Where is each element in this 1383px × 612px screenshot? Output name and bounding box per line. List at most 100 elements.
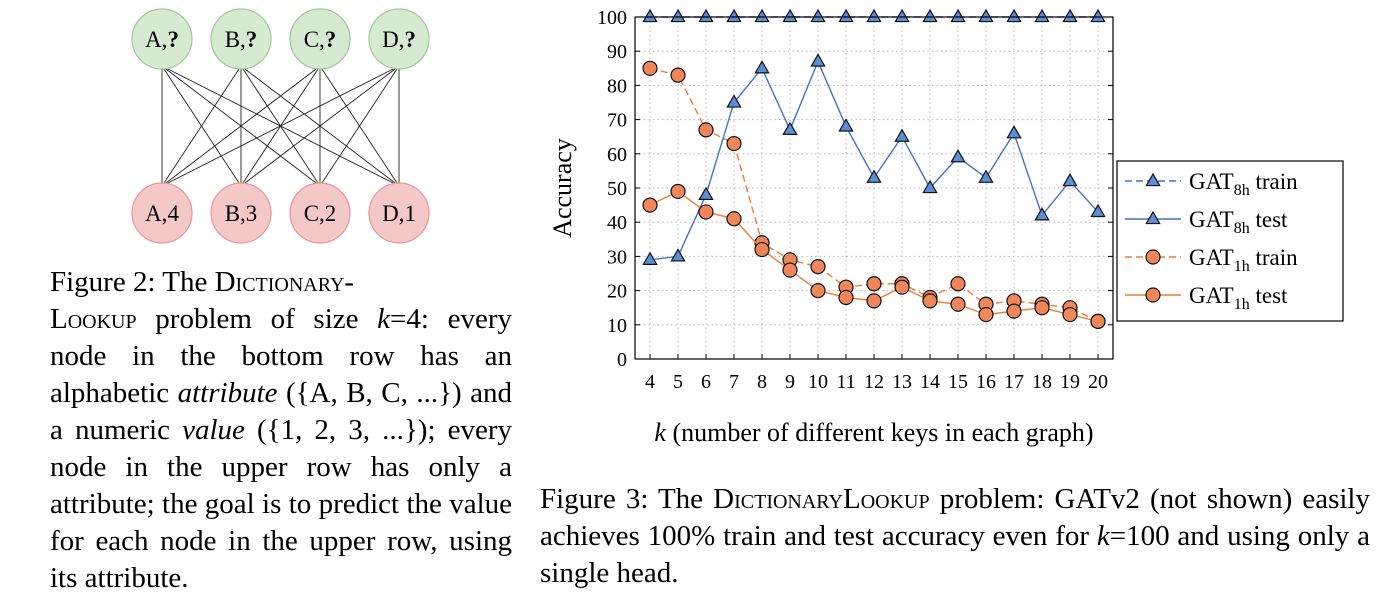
data-point bbox=[950, 8, 966, 23]
data-point bbox=[810, 8, 826, 23]
chart-legend: GAT8h train GAT8h test GAT1h train GAT1h te… bbox=[1116, 160, 1344, 322]
data-point bbox=[894, 279, 910, 295]
top-node-label: D,? bbox=[382, 27, 416, 52]
x-tick-label: 20 bbox=[1088, 371, 1108, 393]
data-point bbox=[698, 122, 714, 138]
x-tick-label: 7 bbox=[729, 371, 739, 393]
y-tick-label: 100 bbox=[597, 7, 627, 29]
bottom-node: A,4 bbox=[131, 182, 193, 244]
caption-text: ({A, B, C, ...}) and a numeric bbox=[50, 377, 512, 446]
data-point bbox=[838, 289, 854, 306]
series-gat8h-train bbox=[642, 8, 1106, 23]
bottom-node-label: C,2 bbox=[304, 201, 337, 226]
data-point bbox=[726, 135, 742, 152]
data-point bbox=[1062, 172, 1078, 187]
x-tick-label: 13 bbox=[892, 371, 912, 393]
y-tick-label: 0 bbox=[617, 349, 627, 371]
data-point bbox=[1090, 8, 1106, 23]
legend-marker bbox=[1145, 287, 1161, 303]
caption-lead: Figure 2: The bbox=[50, 266, 208, 298]
top-node-label: C,? bbox=[304, 27, 337, 52]
data-point bbox=[810, 259, 826, 275]
data-point bbox=[754, 8, 770, 23]
graph-edges bbox=[161, 65, 400, 187]
legend-marker bbox=[1145, 249, 1161, 265]
data-point bbox=[1090, 313, 1106, 329]
accuracy-chart: 0 10 20 30 40 50 60 70 80 90 100 4 5 6 7 8 9 10 11 12 13 14 1… bbox=[548, 7, 1344, 447]
y-tick-label: 20 bbox=[607, 281, 627, 303]
data-point bbox=[1062, 8, 1078, 23]
data-point bbox=[978, 169, 994, 183]
data-point bbox=[1034, 8, 1050, 23]
series-gat8h-test bbox=[642, 53, 1106, 265]
y-tick-label: 60 bbox=[607, 144, 627, 166]
data-point bbox=[1006, 303, 1022, 319]
top-node: D,? bbox=[368, 8, 430, 70]
data-point bbox=[978, 306, 994, 323]
legend-marker bbox=[1145, 210, 1161, 225]
data-point bbox=[866, 169, 882, 183]
k-variable: k bbox=[1096, 520, 1110, 552]
data-point bbox=[642, 197, 658, 213]
data-point bbox=[782, 8, 798, 23]
k-variable: k bbox=[377, 303, 391, 335]
graph-edge bbox=[161, 65, 400, 187]
data-point bbox=[726, 8, 742, 23]
data-point bbox=[670, 8, 686, 23]
x-axis-label: k (number of different keys in each grap… bbox=[654, 418, 1093, 447]
problem-name: Dictionary- bbox=[214, 266, 355, 298]
data-point bbox=[950, 276, 966, 292]
caption-text: =100 and using only a single head. bbox=[540, 520, 1370, 589]
legend-item: GAT1h train bbox=[1125, 245, 1298, 275]
data-point bbox=[726, 211, 742, 227]
series-line bbox=[649, 67, 1099, 323]
legend-item: GAT8h train bbox=[1125, 169, 1298, 199]
data-point bbox=[838, 118, 854, 132]
graph-edge bbox=[161, 65, 242, 187]
problem-name-cont: Lookup bbox=[50, 303, 137, 335]
data-point bbox=[642, 251, 658, 265]
attribute-word: attribute bbox=[177, 377, 278, 409]
series-line bbox=[649, 59, 1099, 261]
x-tick-labels: 4 5 6 7 8 9 10 11 12 13 14 15 16 17 18 19 20 bbox=[645, 371, 1108, 393]
data-point bbox=[698, 204, 714, 220]
data-point bbox=[782, 262, 798, 278]
data-point bbox=[1090, 203, 1106, 218]
x-tick-label: 6 bbox=[701, 371, 711, 393]
bottom-node-label: A,4 bbox=[145, 201, 179, 226]
bottom-node: D,1 bbox=[368, 182, 430, 244]
x-tick-label: 18 bbox=[1032, 371, 1052, 393]
legend-label: GAT1h train bbox=[1189, 245, 1298, 275]
legend-item: GAT1h test bbox=[1125, 283, 1288, 313]
figure-2: A,? B,? C,? D,? A,4 B,3 C,2 D,1 Figure 2: The … bbox=[0, 0, 520, 612]
data-point bbox=[866, 8, 882, 23]
series-gat1h-test bbox=[642, 183, 1106, 329]
data-point bbox=[838, 8, 854, 23]
data-point bbox=[670, 248, 686, 262]
bottom-node-label: B,3 bbox=[225, 201, 258, 226]
data-point bbox=[1062, 306, 1078, 323]
top-node-label: A,? bbox=[145, 27, 179, 52]
caption-text: problem: GATv2 (not shown) easily achiev… bbox=[540, 483, 1370, 552]
y-tick-label: 30 bbox=[607, 246, 627, 268]
data-point bbox=[698, 186, 714, 200]
data-point bbox=[642, 8, 658, 23]
legend-label: GAT8h train bbox=[1189, 169, 1298, 199]
x-tick-label: 9 bbox=[785, 371, 795, 393]
y-tick-label: 90 bbox=[607, 41, 627, 63]
data-point bbox=[866, 293, 882, 309]
caption-text: ({1, 2, 3, ...}); every node in the uppe… bbox=[50, 414, 512, 594]
top-node: A,? bbox=[131, 8, 193, 70]
caption-text: problem of size bbox=[136, 303, 378, 335]
data-point bbox=[782, 121, 798, 136]
bottom-node: B,3 bbox=[210, 182, 272, 244]
data-point bbox=[894, 8, 910, 23]
data-point bbox=[642, 60, 658, 76]
data-point bbox=[922, 179, 938, 194]
data-point bbox=[754, 241, 770, 258]
top-row-nodes: A,? B,? C,? D,? bbox=[131, 8, 430, 70]
graph-edge bbox=[240, 65, 400, 187]
problem-name: DictionaryLookup bbox=[713, 483, 930, 515]
bottom-row-nodes: A,4 B,3 C,2 D,1 bbox=[131, 182, 430, 244]
data-point bbox=[670, 67, 686, 83]
